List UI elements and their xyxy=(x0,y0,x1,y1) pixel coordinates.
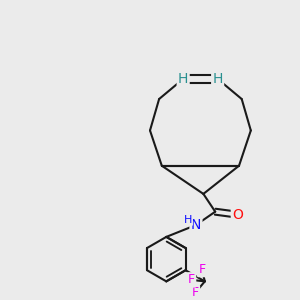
Text: H: H xyxy=(178,72,188,86)
Text: F: F xyxy=(192,286,199,299)
Text: F: F xyxy=(198,263,206,276)
Text: O: O xyxy=(232,208,243,222)
Text: H: H xyxy=(212,72,223,86)
Text: N: N xyxy=(191,218,201,232)
Text: F: F xyxy=(188,273,195,286)
Text: H: H xyxy=(184,215,192,225)
